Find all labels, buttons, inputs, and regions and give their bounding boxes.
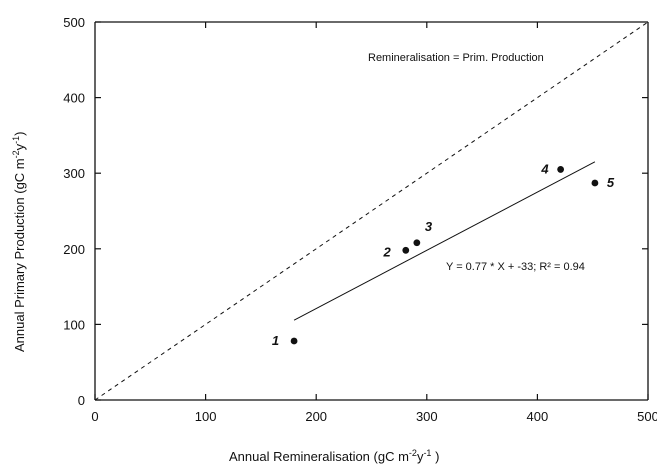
x-tick-label: 0 <box>91 409 98 424</box>
y-tick-label: 200 <box>63 242 85 257</box>
y-tick-label: 400 <box>63 91 85 106</box>
point-label-5: 5 <box>607 175 615 190</box>
y-tick-label: 300 <box>63 166 85 181</box>
point-label-1: 1 <box>272 333 279 348</box>
point-label-2: 2 <box>383 244 392 259</box>
plot-frame <box>94 21 649 401</box>
regression-line <box>293 161 596 321</box>
data-point-5 <box>591 179 599 187</box>
data-point-1 <box>290 337 298 345</box>
reference-line-label: Remineralisation = Prim. Production <box>368 52 544 64</box>
y-tick-label: 0 <box>78 393 85 408</box>
x-ticks: 0 100 200 300 400 500 <box>91 22 657 424</box>
y-tick-label: 100 <box>63 317 85 332</box>
x-tick-label: 200 <box>305 409 327 424</box>
fit-annotation: Y = 0.77 * X + -33; R² = 0.94 <box>446 261 585 273</box>
point-label-3: 3 <box>425 219 433 234</box>
y-tick-label: 500 <box>63 15 85 30</box>
x-tick-label: 500 <box>637 409 657 424</box>
reference-line <box>94 21 649 401</box>
x-tick-label: 100 <box>195 409 217 424</box>
point-label-4: 4 <box>540 161 549 176</box>
y-axis-label: Annual Primary Production (gC m-2y-1) <box>11 131 27 352</box>
y-ticks: 0 100 200 300 400 500 <box>63 15 648 408</box>
data-point-4 <box>557 166 565 173</box>
data-point-2 <box>402 246 410 254</box>
x-tick-label: 300 <box>416 409 438 424</box>
data-points: 1 2 3 4 5 <box>272 161 615 348</box>
x-axis-label: Annual Remineralisation (gC m-2y-1 ) <box>229 448 439 464</box>
x-tick-label: 400 <box>527 409 549 424</box>
data-point-3 <box>413 239 421 247</box>
